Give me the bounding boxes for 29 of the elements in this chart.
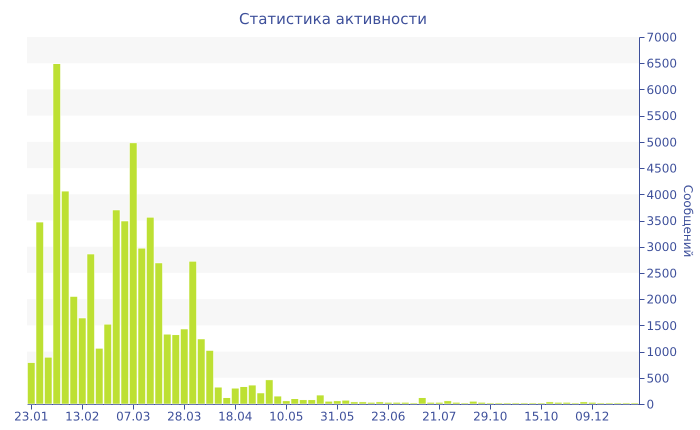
y-tick-label: 500 — [646, 371, 670, 386]
x-tick-label: 13.02 — [65, 410, 100, 424]
x-tick-label: 31.05 — [320, 410, 354, 424]
y-tick-label: 1000 — [646, 345, 678, 360]
x-tick-label: 23.06 — [371, 410, 406, 424]
x-tick-label: 10.05 — [269, 410, 304, 424]
y-tick-label: 6500 — [646, 56, 678, 71]
x-tick-label: 07.03 — [116, 410, 150, 424]
y-tick-label: 1500 — [646, 318, 678, 333]
y-tick-label: 3000 — [646, 240, 678, 254]
y-tick-label: 2500 — [646, 266, 678, 280]
x-tick-label: 21.07 — [422, 410, 456, 424]
y-tick-label: 4500 — [646, 162, 678, 176]
y-tick-label: 5000 — [646, 135, 678, 150]
y-tick-label: 4000 — [646, 188, 678, 202]
y-axis-title: Сообщений — [681, 184, 696, 258]
x-tick-label: 29.10 — [473, 410, 508, 424]
y-tick-label: 0 — [646, 398, 654, 412]
y-tick-label: 3500 — [646, 214, 678, 228]
x-tick-label: 28.03 — [167, 410, 202, 424]
x-tick-label: 09.12 — [575, 410, 610, 424]
y-tick-label: 2000 — [646, 292, 678, 307]
x-tick-label: 15.10 — [524, 410, 558, 424]
y-tick-label: 6000 — [646, 82, 678, 97]
x-tick-label: 23.01 — [14, 410, 48, 424]
y-tick-label: 7000 — [646, 30, 678, 44]
chart-title: Статистика активности — [239, 10, 427, 28]
x-tick-label: 18.04 — [218, 410, 252, 424]
y-tick-label: 5500 — [646, 109, 678, 124]
